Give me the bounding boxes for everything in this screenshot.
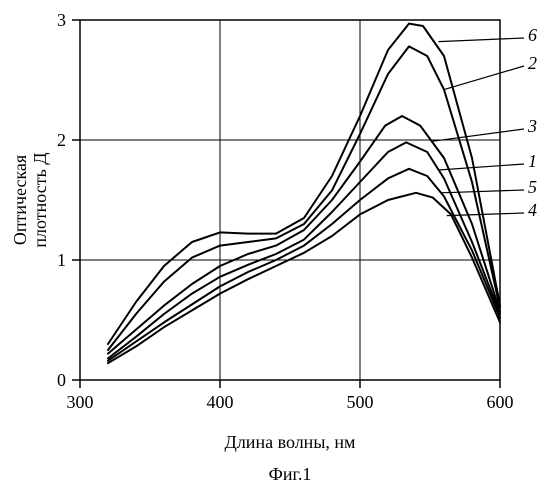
- series-label-1: 1: [528, 151, 537, 171]
- x-tick-label: 500: [347, 392, 374, 412]
- x-tick-label: 600: [487, 392, 514, 412]
- spectra-chart: 300 400 500 600 0 1 2 3 6 2 3 1 5 4 Длина волны, нм Опт…: [0, 0, 557, 500]
- series-3: [108, 116, 500, 354]
- label-leader-2: [444, 66, 524, 90]
- label-leader-3: [433, 129, 524, 141]
- series-label-5: 5: [528, 177, 537, 197]
- y-tick-label: 2: [57, 130, 66, 150]
- series-label-2: 2: [528, 53, 537, 73]
- figure-caption: Фиг.1: [269, 464, 312, 484]
- series-label-3: 3: [527, 116, 537, 136]
- label-leader-1: [438, 164, 524, 170]
- x-axis-label: Длина волны, нм: [225, 432, 356, 452]
- y-tick-label: 0: [57, 370, 66, 390]
- label-leader-5: [441, 190, 524, 193]
- y-axis-label: Оптическаяплотность Д: [10, 152, 50, 247]
- series-label-6: 6: [528, 25, 537, 45]
- y-tick-label: 3: [57, 10, 66, 30]
- label-leader-6: [438, 38, 524, 42]
- x-tick-label: 300: [67, 392, 94, 412]
- y-tick-label: 1: [57, 250, 66, 270]
- series-label-4: 4: [528, 200, 537, 220]
- series-6: [108, 24, 500, 344]
- x-tick-label: 400: [207, 392, 234, 412]
